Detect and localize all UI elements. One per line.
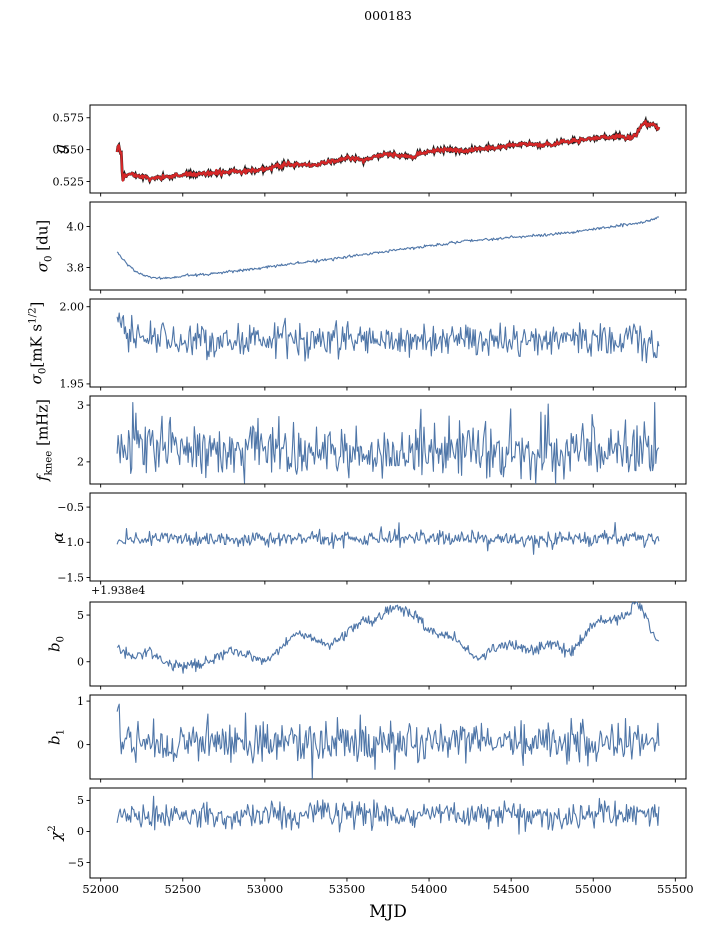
- x-tick-label: 53000: [247, 882, 284, 896]
- y-tick-label: 1.95: [60, 378, 85, 391]
- y-axis-label-b1: b1: [45, 728, 67, 746]
- y-axis-label-alpha: α: [49, 531, 67, 543]
- y-tick-label: −0.5: [57, 501, 84, 514]
- series-b1-line: [116, 703, 660, 780]
- y-tick-label: 5: [77, 794, 84, 807]
- y-tick-label: 3: [77, 399, 84, 412]
- subplot-frame: [89, 395, 687, 485]
- x-axis-title: MJD: [369, 902, 407, 922]
- series-sigma0-du-line: [116, 216, 660, 280]
- y-axis-label-f-knee: fknee [mHz]: [33, 398, 55, 482]
- series-alpha-line: [116, 522, 660, 555]
- y-offset-label: +1.938e4: [91, 584, 146, 597]
- subplot-frame: [89, 787, 687, 879]
- y-tick-label: −1.0: [57, 536, 84, 549]
- y-tick-label: 0: [77, 656, 84, 669]
- y-tick-label: 4.0: [67, 220, 85, 233]
- y-tick-label: −5: [68, 856, 84, 869]
- subplot-f-knee: 23: [77, 395, 687, 488]
- subplot-frame: [89, 492, 687, 582]
- x-tick-label: 52500: [164, 882, 201, 896]
- subplot-frame: [89, 104, 687, 194]
- series-f-knee-line: [116, 401, 660, 485]
- y-tick-label: 0: [77, 738, 84, 751]
- series-b0-line: [116, 601, 660, 674]
- y-tick-label: 3.8: [67, 261, 85, 274]
- y-axis-label-sigma0-du: σ0 [du]: [33, 219, 55, 273]
- subplot-frame: [89, 694, 687, 780]
- y-axis-label-chi2: χ2: [47, 825, 65, 841]
- subplot-g: 0.525 0.550 0.575: [53, 104, 687, 197]
- y-axis-label-g: g: [51, 144, 69, 154]
- x-tick-label: 54000: [411, 882, 448, 896]
- y-tick-label: 1: [77, 695, 84, 708]
- figure-title: 000183: [364, 8, 412, 23]
- y-tick-label: 0: [77, 825, 84, 838]
- y-tick-label: 0.575: [53, 112, 85, 125]
- subplot-frame: [89, 298, 687, 388]
- subplot-frame: [89, 601, 687, 687]
- y-tick-label: 2: [77, 456, 84, 469]
- x-tick-label: 53500: [329, 882, 366, 896]
- x-tick-label: 54500: [493, 882, 530, 896]
- y-tick-label: −1.5: [57, 571, 84, 584]
- x-tick-label: 55500: [657, 882, 694, 896]
- y-tick-label: 2.00: [60, 301, 85, 314]
- y-tick-label: 0.550: [53, 143, 85, 156]
- series-sigma0-mk-line: [116, 312, 660, 364]
- y-tick-label: 0.525: [53, 175, 85, 188]
- subplot-b0: 05: [77, 601, 687, 690]
- y-axis-label-sigma0-mk: σ0[mK s1/2]: [27, 301, 49, 385]
- series-chi2-line: [116, 795, 660, 835]
- subplot-sigma0-du: 3.8 4.0: [67, 201, 687, 294]
- y-tick-label: 5: [77, 609, 84, 622]
- x-tick-label: 52000: [82, 882, 119, 896]
- subplot-alpha: −1.5 −1.0 −0.5: [57, 492, 687, 585]
- subplot-frame: [89, 201, 687, 291]
- subplot-sigma0-mk: 1.95 2.00: [60, 298, 687, 391]
- x-tick-label: 55000: [575, 882, 612, 896]
- y-axis-label-b0: b0: [45, 635, 67, 653]
- subplot-chi2: −5 0 5 52000 52500 53000 53500 54000 54500 55000 5…: [68, 787, 694, 896]
- series-g-line: [116, 119, 660, 183]
- subplot-b1: 01: [77, 694, 687, 783]
